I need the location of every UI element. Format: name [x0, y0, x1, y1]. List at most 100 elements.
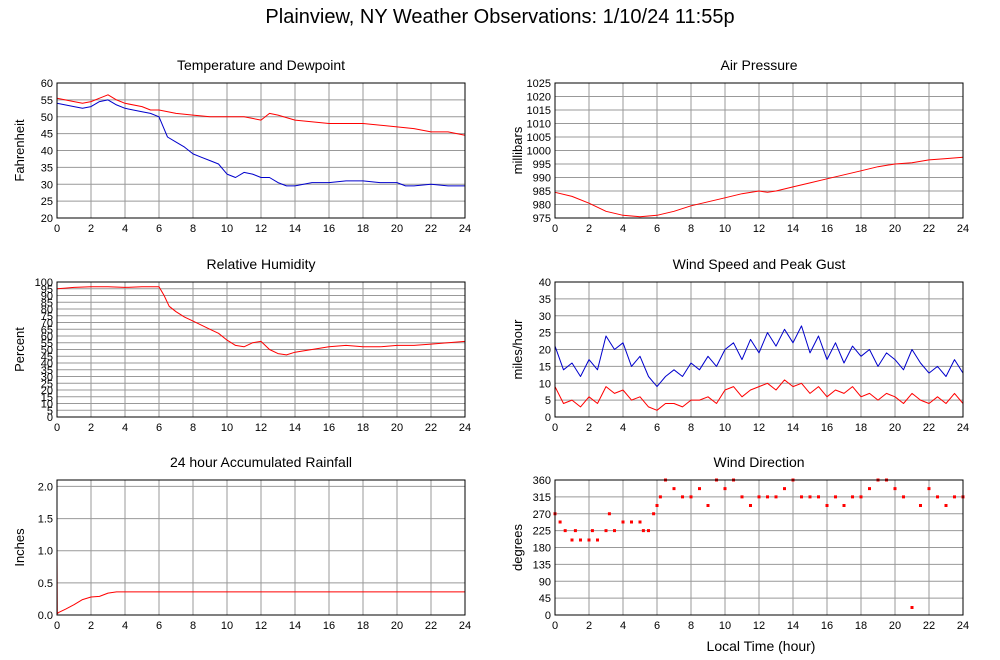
- y-axis-label: millibars: [510, 126, 525, 174]
- x-tick-label: 24: [459, 620, 471, 632]
- x-tick-label: 0: [552, 422, 558, 434]
- x-tick-label: 20: [391, 422, 403, 434]
- x-tick-label: 6: [654, 620, 660, 632]
- y-axis-label: miles/hour: [510, 319, 525, 380]
- y-tick-label: 1.5: [38, 514, 53, 526]
- y-axis-label: degrees: [510, 524, 525, 571]
- y-tick-label: 50: [41, 345, 53, 357]
- y-tick-label: 90: [41, 291, 53, 303]
- data-point: [842, 504, 846, 507]
- grid-lines: [56, 480, 466, 616]
- chart-title: Wind Speed and Peak Gust: [673, 256, 846, 272]
- x-tick-label: 20: [889, 422, 901, 434]
- y-tick-label: 1.0: [38, 546, 53, 558]
- x-tick-label: 8: [688, 422, 694, 434]
- plot-frame: [56, 281, 466, 418]
- y-tick-label: 225: [533, 526, 551, 538]
- y-axis-label: Inches: [12, 528, 27, 567]
- y-tick-label: 40: [41, 146, 53, 158]
- x-tick-label: 18: [357, 620, 369, 632]
- x-axis-label: Local Time (hour): [707, 638, 816, 654]
- data-point: [851, 495, 854, 499]
- y-tick-label: 980: [533, 200, 551, 212]
- x-tick-label: 14: [787, 620, 799, 632]
- y-tick-label: 10: [41, 399, 53, 411]
- data-point: [621, 520, 625, 524]
- y-tick-label: 1005: [527, 132, 551, 144]
- x-tick-label: 22: [425, 422, 437, 434]
- x-tick-label: 16: [821, 223, 833, 235]
- y-tick-label: 135: [533, 559, 551, 571]
- y-tick-label: 180: [533, 543, 551, 555]
- grid-lines: [56, 281, 466, 418]
- data-point: [936, 495, 939, 499]
- data-point: [859, 495, 863, 499]
- x-tick-label: 10: [221, 422, 233, 434]
- y-tick-label: 45: [539, 593, 551, 605]
- grid-lines: [56, 82, 466, 219]
- x-tick-label: 16: [323, 620, 335, 632]
- x-tick-label: 10: [221, 620, 233, 632]
- x-tick-label: 6: [654, 223, 660, 235]
- x-tick-label: 18: [357, 223, 369, 235]
- data-point: [681, 495, 684, 499]
- x-tick-label: 14: [787, 422, 799, 434]
- y-tick-label: 5: [47, 405, 53, 417]
- data-point: [558, 520, 562, 524]
- x-tick-label: 24: [957, 223, 969, 235]
- y-tick-label: 80: [41, 304, 53, 316]
- x-tick-label: 16: [821, 620, 833, 632]
- data-point: [647, 529, 650, 533]
- x-tick-label: 12: [753, 422, 765, 434]
- data-point: [706, 504, 710, 507]
- y-tick-label: 5: [545, 395, 551, 407]
- x-tick-label: 0: [54, 620, 60, 632]
- data-point: [604, 529, 608, 533]
- x-tick-label: 10: [719, 620, 731, 632]
- data-point: [800, 495, 803, 499]
- chart-title: Temperature and Dewpoint: [177, 57, 345, 73]
- x-tick-label: 0: [552, 620, 558, 632]
- grid-lines: [554, 82, 964, 219]
- y-tick-label: 1000: [527, 146, 551, 158]
- data-point: [749, 504, 752, 507]
- y-tick-label: 30: [539, 311, 551, 323]
- y-tick-label: 315: [533, 492, 551, 504]
- x-tick-label: 2: [586, 223, 592, 235]
- data-point: [655, 504, 659, 507]
- data-point: [630, 520, 633, 524]
- y-tick-label: 50: [41, 112, 53, 124]
- plot-frame: [554, 479, 964, 616]
- series-line-0: [56, 94, 466, 136]
- data-point: [953, 495, 956, 499]
- x-tick-label: 8: [688, 620, 694, 632]
- x-tick-label: 0: [54, 422, 60, 434]
- data-point: [570, 538, 574, 542]
- y-tick-label: 60: [41, 78, 53, 90]
- y-tick-label: 0: [545, 610, 551, 622]
- y-tick-label: 45: [41, 351, 53, 363]
- x-tick-label: 16: [323, 422, 335, 434]
- series-line-0: [56, 286, 466, 356]
- y-axis-label: Percent: [12, 327, 27, 372]
- y-tick-label: 55: [41, 338, 53, 350]
- data-point: [672, 487, 676, 491]
- x-tick-label: 14: [289, 223, 301, 235]
- data-point: [893, 487, 897, 491]
- x-tick-label: 8: [190, 223, 196, 235]
- x-tick-label: 10: [719, 422, 731, 434]
- x-tick-label: 8: [190, 422, 196, 434]
- data-point: [927, 487, 931, 491]
- x-tick-label: 22: [425, 620, 437, 632]
- series-line-0: [554, 156, 964, 218]
- y-tick-label: 0: [545, 412, 551, 424]
- y-tick-label: 30: [41, 179, 53, 191]
- grid-lines: [554, 479, 964, 616]
- y-tick-label: 360: [533, 475, 551, 487]
- data-point: [825, 504, 829, 507]
- x-tick-label: 4: [620, 223, 626, 235]
- x-tick-label: 18: [855, 620, 867, 632]
